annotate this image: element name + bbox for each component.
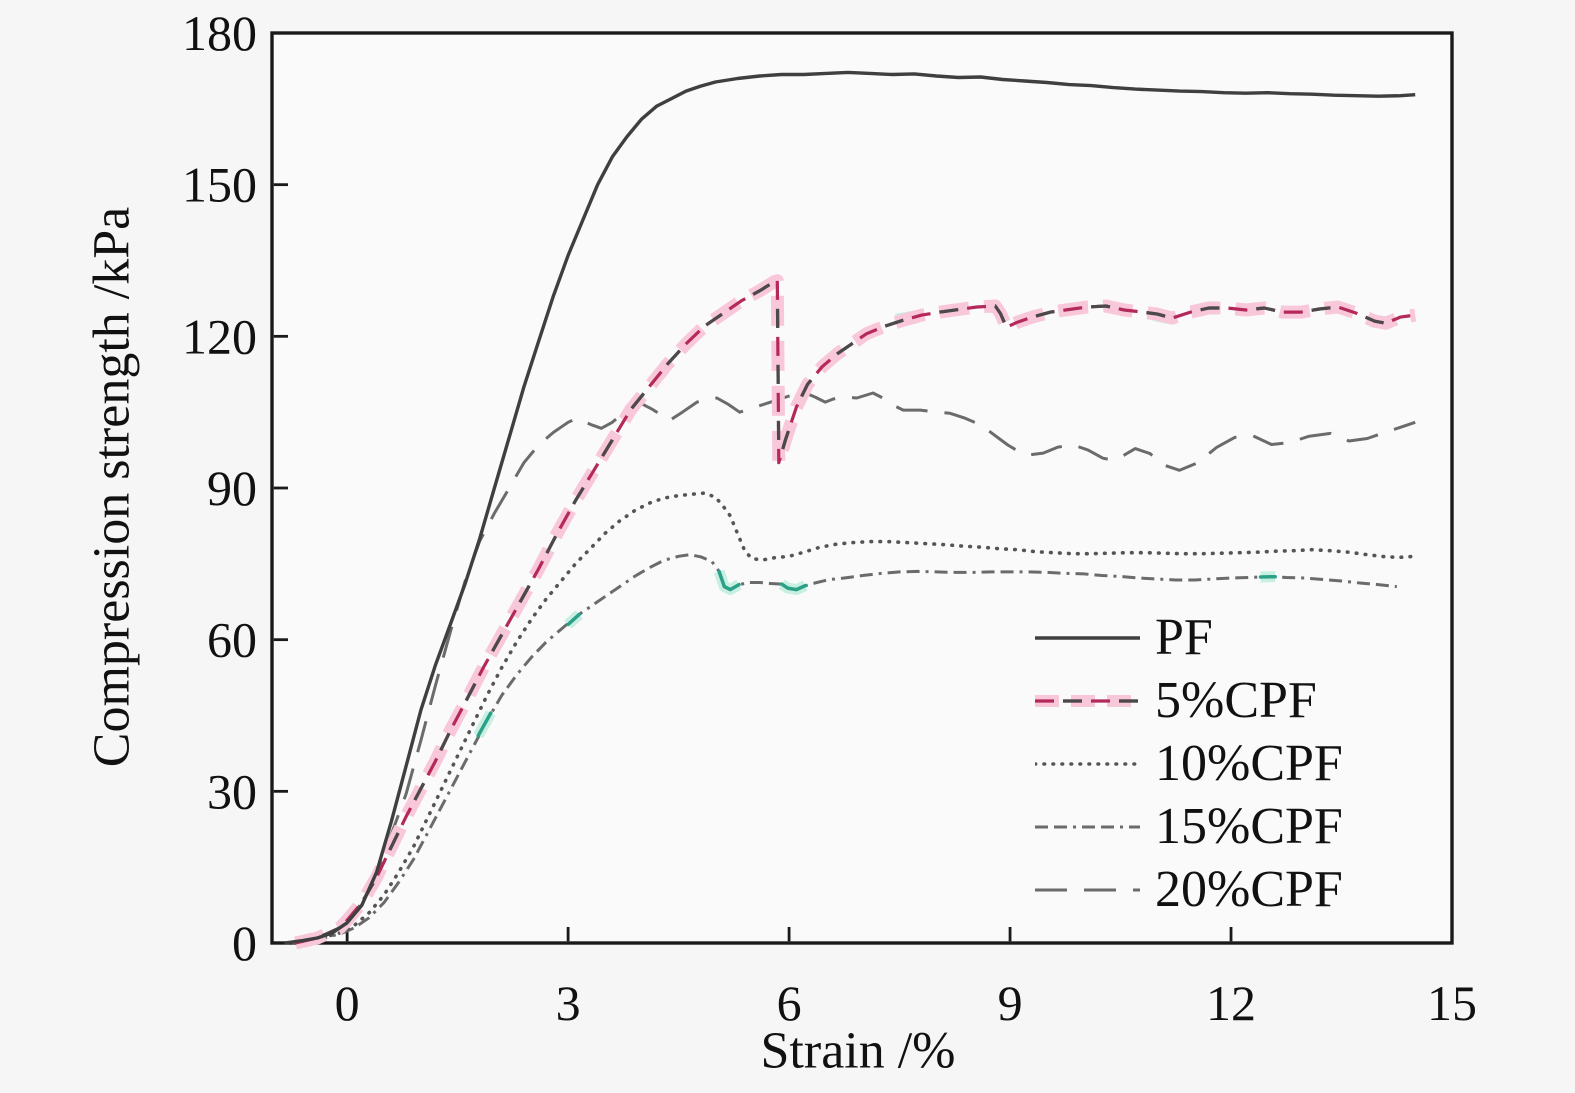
plot-frame <box>270 31 1454 945</box>
legend-item-10cpf: 10%CPF <box>1035 732 1343 795</box>
teal-seg-dip-2 <box>779 582 808 592</box>
legend-item-20cpf: 20%CPF <box>1035 858 1343 921</box>
teal-seg-rise-1 <box>476 711 493 738</box>
x-tick-label: 12 <box>1206 975 1256 1031</box>
x-axis-title: Strain /% <box>760 1022 956 1080</box>
legend-line-sample-20cpf <box>1035 888 1140 891</box>
series-lines <box>284 70 1417 950</box>
x-tick-label: 6 <box>777 975 802 1031</box>
y-tick-label: 0 <box>232 915 257 971</box>
x-tick-label: 3 <box>556 975 581 1031</box>
legend-item-15cpf: 15%CPF <box>1035 795 1343 858</box>
legend-line-sample-10cpf <box>1035 761 1140 766</box>
series-line-20%CPF <box>291 390 1416 945</box>
legend: PF 5%CPF 10%CPF 15%CPF 20%CPF <box>1035 606 1343 921</box>
y-tick-label: 180 <box>182 5 257 61</box>
y-tick-label: 30 <box>207 763 257 819</box>
x-tick-label: 9 <box>998 975 1023 1031</box>
x-tick-label: 0 <box>335 975 360 1031</box>
y-tick-label: 60 <box>207 612 257 668</box>
y-axis-title: Compression strength /kPa <box>83 206 141 768</box>
y-tick-label: 150 <box>182 157 257 213</box>
y-tick-label: 120 <box>182 308 257 364</box>
legend-item-pf: PF <box>1035 606 1343 669</box>
legend-line-sample-5cpf <box>1035 694 1140 707</box>
series-line-PF <box>284 70 1416 945</box>
legend-item-5cpf: 5%CPF <box>1035 669 1343 732</box>
legend-label-10cpf: 10%CPF <box>1155 734 1343 792</box>
x-tick-label: 15 <box>1427 975 1477 1031</box>
legend-label-20cpf: 20%CPF <box>1155 860 1343 918</box>
legend-line-sample-15cpf <box>1035 825 1140 828</box>
series-line-10%CPF <box>293 491 1417 945</box>
legend-label-pf: PF <box>1155 608 1213 666</box>
legend-label-15cpf: 15%CPF <box>1155 797 1343 855</box>
y-tick-label: 90 <box>207 460 257 516</box>
teal-seg-rise-2 <box>566 612 581 627</box>
legend-label-5cpf: 5%CPF <box>1155 671 1317 729</box>
legend-line-sample-pf <box>1035 635 1140 640</box>
series-altdash-5%CPF <box>295 279 1416 945</box>
teal-seg-dip-1 <box>717 569 741 592</box>
